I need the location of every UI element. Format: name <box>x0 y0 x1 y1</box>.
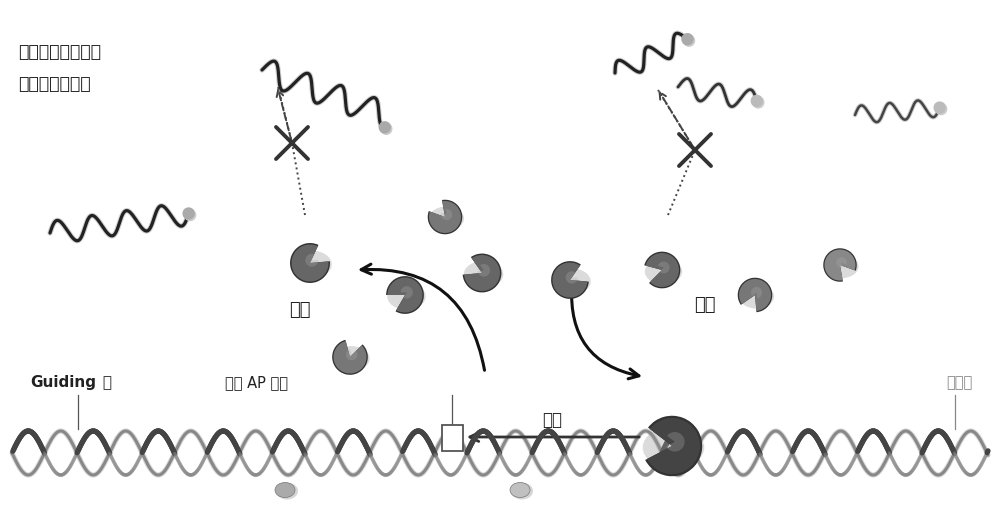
Wedge shape <box>825 249 855 280</box>
Wedge shape <box>388 278 422 312</box>
Wedge shape <box>334 341 366 373</box>
Wedge shape <box>464 255 500 291</box>
Wedge shape <box>429 201 461 233</box>
Wedge shape <box>645 416 702 476</box>
Text: 结合: 结合 <box>694 296 716 314</box>
FancyBboxPatch shape <box>442 425 462 450</box>
Wedge shape <box>658 261 670 274</box>
Text: 链: 链 <box>98 375 112 391</box>
Circle shape <box>185 209 196 220</box>
Circle shape <box>379 122 390 133</box>
Ellipse shape <box>552 268 591 295</box>
Wedge shape <box>332 340 368 375</box>
Wedge shape <box>823 248 857 282</box>
Ellipse shape <box>429 206 464 230</box>
Wedge shape <box>566 271 578 284</box>
Text: 底物链: 底物链 <box>946 375 972 391</box>
Ellipse shape <box>643 426 704 468</box>
Text: 扫描: 扫描 <box>542 411 562 429</box>
Wedge shape <box>428 200 462 234</box>
Ellipse shape <box>276 482 298 499</box>
Wedge shape <box>305 254 318 267</box>
Text: 使用的过量探针: 使用的过量探针 <box>18 75 91 93</box>
Ellipse shape <box>511 482 533 499</box>
Ellipse shape <box>275 482 295 498</box>
Wedge shape <box>290 243 330 283</box>
Wedge shape <box>551 261 589 299</box>
Wedge shape <box>553 262 587 298</box>
Ellipse shape <box>739 285 774 309</box>
Text: 切割 AP 位点: 切割 AP 位点 <box>225 375 288 391</box>
Ellipse shape <box>510 482 530 498</box>
Wedge shape <box>644 251 680 288</box>
Wedge shape <box>401 286 413 299</box>
Wedge shape <box>463 254 501 292</box>
Wedge shape <box>739 279 771 311</box>
Text: 解离: 解离 <box>289 301 311 319</box>
Circle shape <box>934 102 945 113</box>
Circle shape <box>682 34 693 45</box>
Wedge shape <box>666 432 685 452</box>
Ellipse shape <box>387 284 426 310</box>
Circle shape <box>684 35 695 46</box>
Circle shape <box>936 103 947 114</box>
Ellipse shape <box>824 255 859 278</box>
Circle shape <box>753 97 764 108</box>
Circle shape <box>381 123 392 134</box>
Text: Guiding: Guiding <box>30 375 96 391</box>
Wedge shape <box>292 245 328 281</box>
Wedge shape <box>478 264 490 277</box>
Wedge shape <box>836 257 847 268</box>
Wedge shape <box>441 209 452 220</box>
Ellipse shape <box>645 259 682 284</box>
Ellipse shape <box>291 250 332 278</box>
Wedge shape <box>346 349 357 360</box>
Ellipse shape <box>333 346 370 371</box>
Ellipse shape <box>464 261 503 288</box>
Circle shape <box>183 208 194 219</box>
Wedge shape <box>738 278 772 312</box>
Wedge shape <box>647 418 700 474</box>
Text: 因信号放大需要而: 因信号放大需要而 <box>18 43 101 61</box>
Circle shape <box>751 96 762 107</box>
Wedge shape <box>386 276 424 314</box>
Wedge shape <box>751 287 762 298</box>
Wedge shape <box>646 253 679 287</box>
